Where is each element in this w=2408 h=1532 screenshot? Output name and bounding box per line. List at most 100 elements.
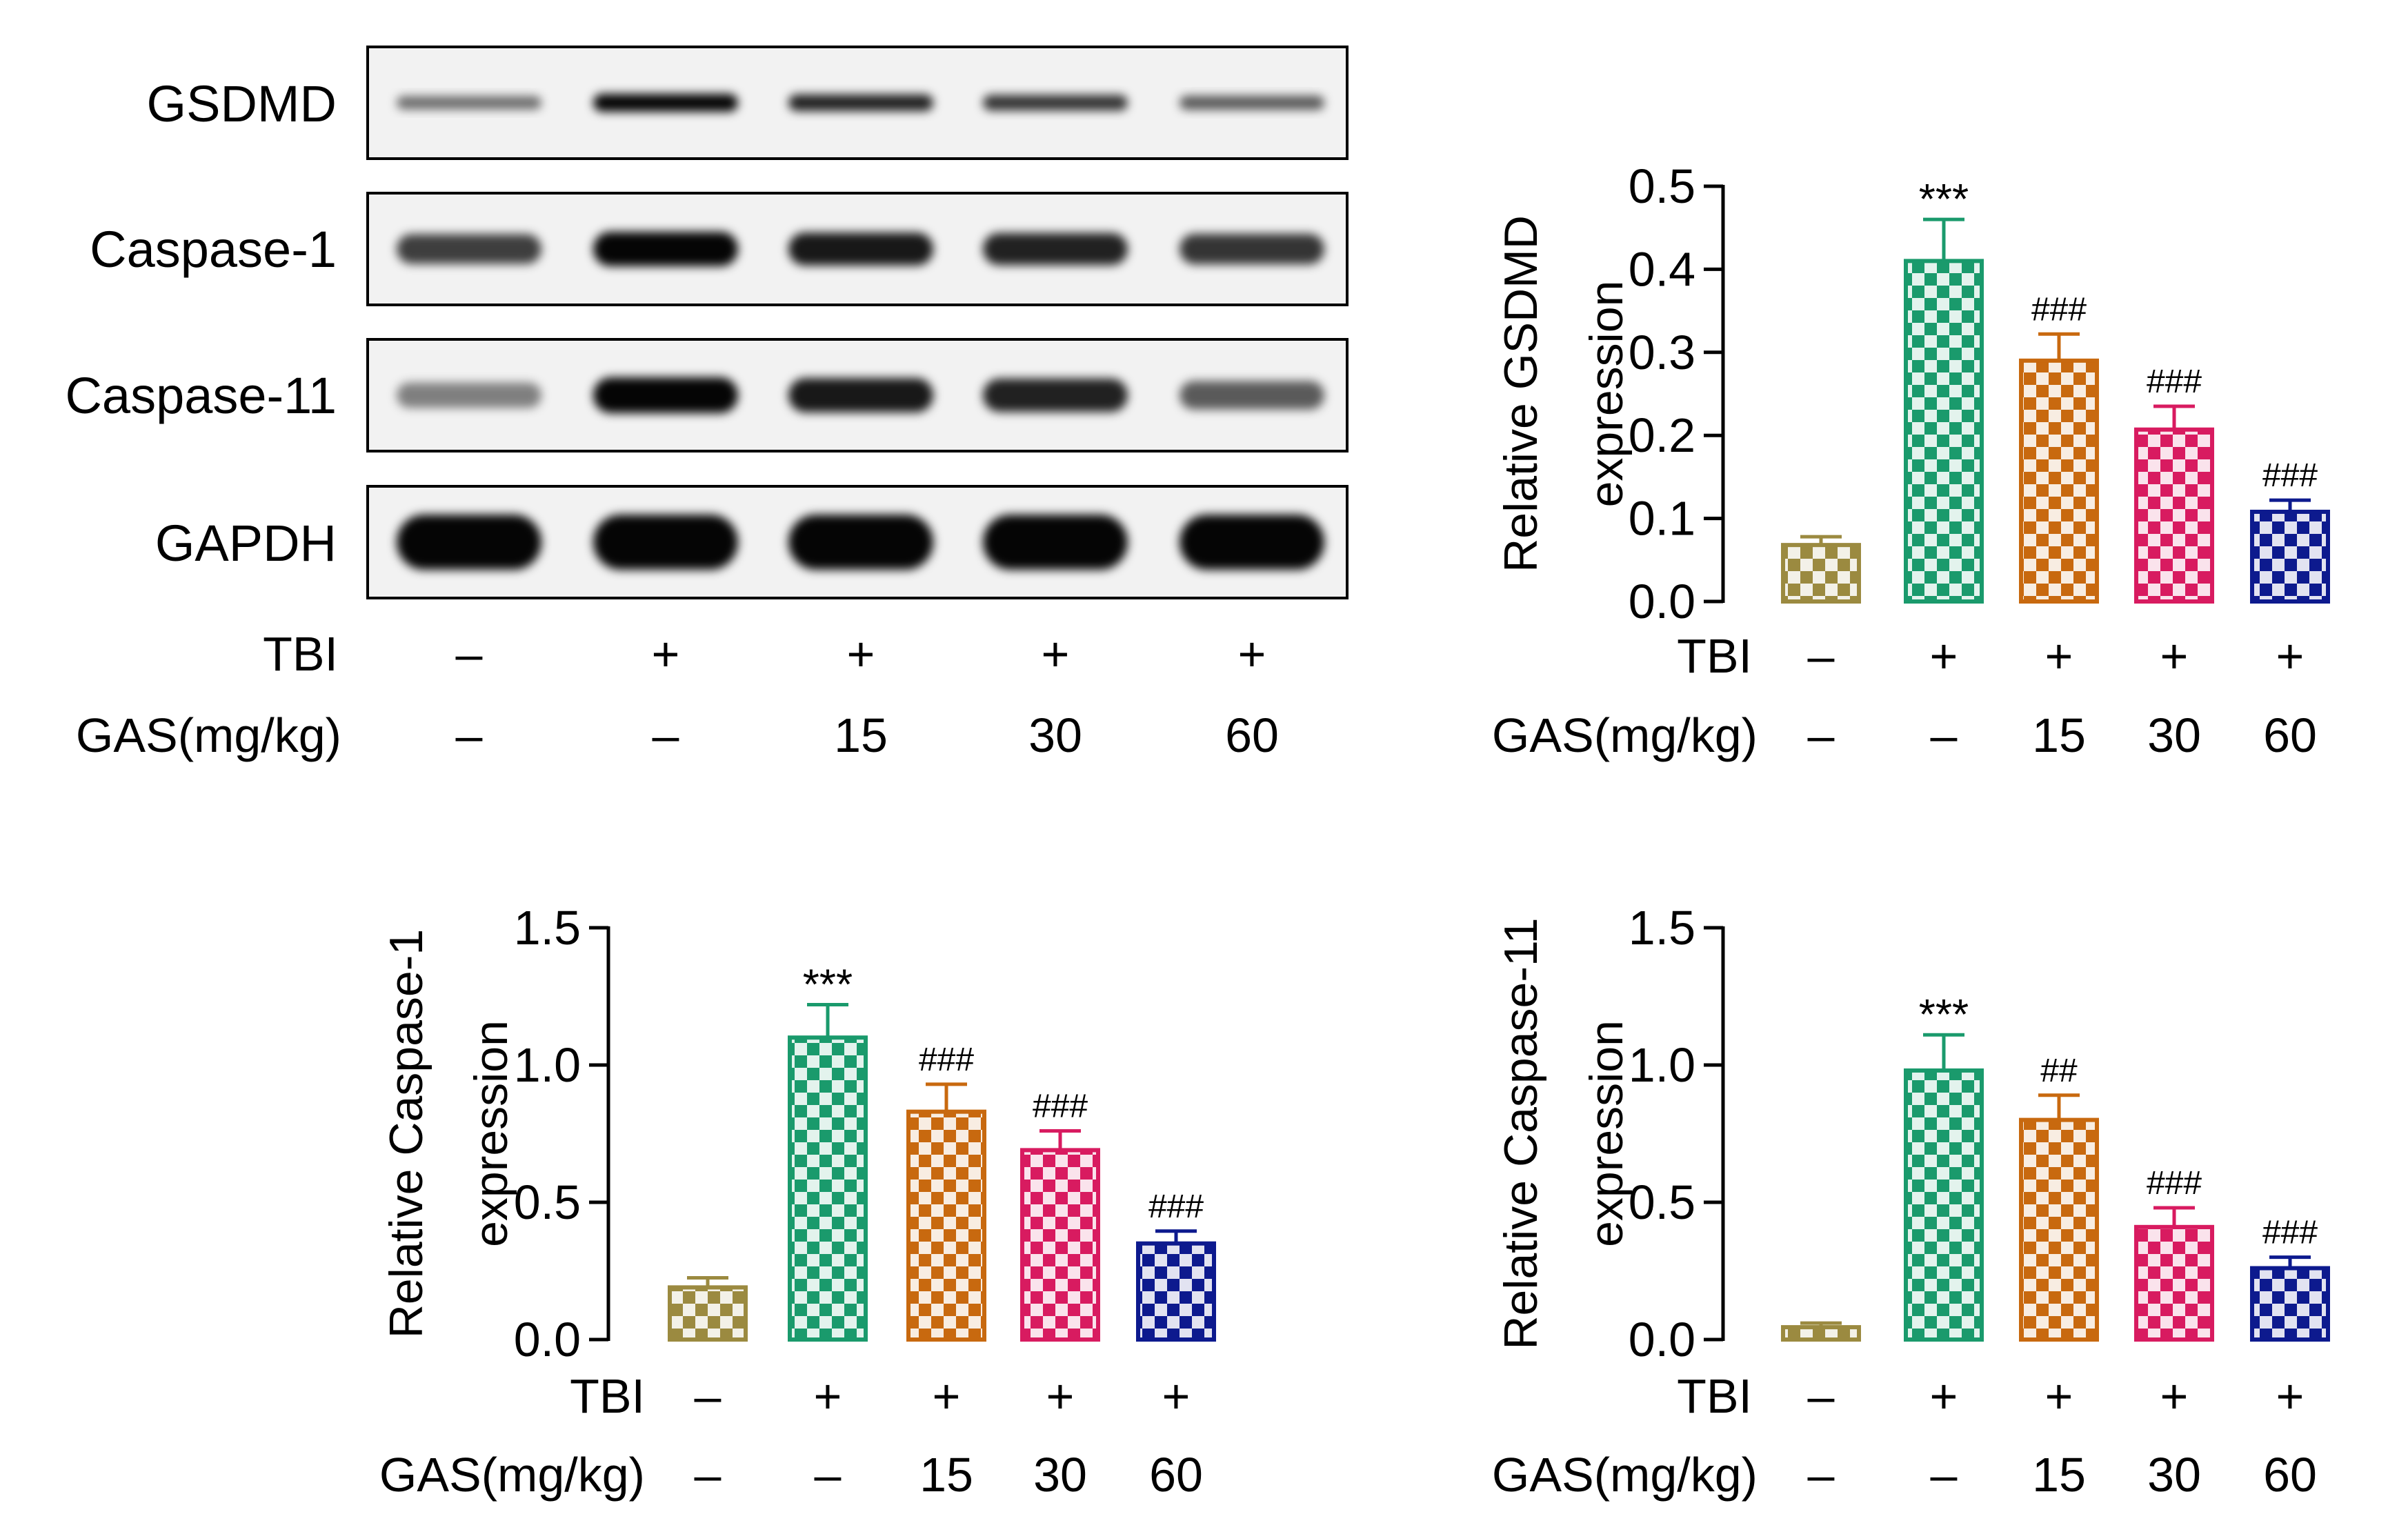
blot-gas-value-3: 30	[1028, 708, 1082, 762]
significance-label-3: ###	[1033, 1088, 1088, 1125]
blot-band-r2-c2	[788, 378, 933, 412]
blot-tbi-value-0: –	[456, 627, 483, 681]
y-axis-title-line-0: Relative Caspase-1	[380, 929, 432, 1338]
significance-label-2: ##	[2040, 1053, 2078, 1089]
bar-outline-2	[2019, 1117, 2099, 1342]
tbi-value-2: +	[2045, 629, 2073, 683]
bar-pattern-2	[2021, 360, 2097, 601]
tbi-value-2: +	[933, 1369, 961, 1423]
bar-outline-1	[1904, 259, 1984, 604]
bar-pattern-1	[1906, 1070, 1982, 1340]
bar-outline-4	[1136, 1241, 1216, 1342]
bar-outline-3	[2134, 427, 2214, 604]
tbi-value-0: –	[695, 1369, 722, 1423]
y-tick-label-1: 0.1	[1629, 492, 1695, 546]
western-blot: GSDMD Caspase-1 Caspase-11 GAPDH TBI GAS…	[65, 46, 1349, 762]
blot-panel-3	[366, 485, 1349, 599]
bar-pattern-4	[2252, 511, 2328, 601]
y-tick-label-3: 1.5	[514, 901, 581, 955]
y-tick-label-0: 0.0	[514, 1313, 581, 1366]
chart-gsdmd: 0.0 0.1 0.2 0.3 0.4 0.5 Relative GSDMD expressi…	[1492, 159, 2330, 762]
blot-band-r3-c4	[1180, 515, 1324, 570]
tbi-value-4: +	[2276, 629, 2305, 683]
tbi-value-1: +	[814, 1369, 842, 1423]
gas-value-3: 30	[2147, 708, 2201, 762]
blot-band-r0-c4	[1180, 95, 1324, 110]
bar-pattern-1	[790, 1037, 866, 1340]
blot-panel-1	[366, 192, 1349, 306]
blot-band-r0-c0	[397, 96, 541, 110]
y-tick-label-0: 0.0	[1629, 1313, 1695, 1366]
y-tick-label-3: 0.3	[1629, 326, 1695, 379]
blot-label-caspase11: Caspase-11	[65, 367, 337, 424]
blot-panels	[366, 46, 1349, 599]
gas-value-3: 30	[1033, 1448, 1087, 1502]
blot-gas-value-2: 15	[834, 708, 888, 762]
blot-band-r0-c3	[983, 94, 1128, 111]
bar-pattern-0	[670, 1287, 746, 1340]
gas-value-3: 30	[2147, 1448, 2201, 1502]
bar-pattern-4	[1138, 1243, 1214, 1340]
tbi-value-3: +	[2160, 1369, 2189, 1423]
blot-band-r3-c3	[983, 515, 1128, 570]
tbi-value-4: +	[2276, 1369, 2305, 1423]
blot-condition-labels: – + + + + – – 15 30 60	[456, 627, 1279, 762]
blot-label-gapdh: GAPDH	[155, 515, 337, 572]
gas-value-0: –	[1808, 708, 1835, 762]
significance-label-4: ###	[1148, 1188, 1204, 1225]
significance-label-2: ###	[2031, 291, 2087, 328]
blot-label-caspase1: Caspase-1	[90, 221, 337, 278]
y-tick-label-1: 0.5	[514, 1175, 581, 1229]
tbi-value-1: +	[1930, 629, 1958, 683]
chart-caspase11: 0.0 0.5 1.0 1.5 Relative Caspase-11 expressio…	[1492, 901, 2330, 1502]
gas-value-4: 60	[1149, 1448, 1203, 1502]
bar-outline-1	[1904, 1068, 1984, 1342]
bar-outline-0	[1781, 1325, 1861, 1342]
tbi-value-3: +	[1046, 1369, 1075, 1423]
bar-pattern-2	[908, 1111, 984, 1340]
y-axis-title-line-1: expression	[465, 1020, 517, 1247]
blot-band-r3-c1	[593, 515, 738, 570]
gas-row-label: GAS(mg/kg)	[379, 1448, 645, 1502]
bar-outline-1	[788, 1035, 868, 1342]
significance-label-4: ###	[2262, 457, 2318, 494]
blot-band-r2-c3	[983, 378, 1128, 412]
bar-outline-0	[1781, 543, 1861, 604]
tbi-value-4: +	[1162, 1369, 1191, 1423]
gas-value-1: –	[1931, 708, 1958, 762]
blot-label-gsdmd-text: GSDMD	[147, 75, 337, 132]
tbi-value-0: –	[1808, 629, 1835, 683]
tbi-value-2: +	[2045, 1369, 2073, 1423]
blot-tbi-value-2: +	[847, 627, 875, 681]
y-axis-title-line-0: Relative GSDMD	[1495, 215, 1547, 573]
bar-pattern-3	[2136, 1226, 2212, 1340]
y-tick-label-2: 1.0	[514, 1038, 581, 1092]
blot-band-r1-c1	[593, 232, 738, 266]
significance-label-3: ###	[2147, 1165, 2202, 1202]
bar-outline-4	[2250, 1266, 2330, 1342]
blot-gas-value-0: –	[456, 708, 483, 762]
blot-band-r2-c1	[593, 377, 738, 413]
bar-pattern-1	[1906, 261, 1982, 601]
gas-value-0: –	[1808, 1448, 1835, 1502]
tbi-row-label: TBI	[1677, 1369, 1752, 1423]
y-axis-title-line-1: expression	[1580, 281, 1633, 508]
blot-label-gsdmd: GSDMD	[147, 75, 337, 132]
tbi-value-0: –	[1808, 1369, 1835, 1423]
bar-pattern-3	[2136, 429, 2212, 601]
significance-label-1: ***	[1919, 991, 1969, 1039]
bar-outline-2	[906, 1109, 986, 1342]
blot-gas-value-4: 60	[1225, 708, 1279, 762]
gas-value-2: 15	[2032, 1448, 2086, 1502]
y-tick-label-5: 0.5	[1629, 159, 1695, 213]
blot-tbi-label: TBI	[263, 627, 338, 681]
y-axis-title-line-0: Relative Caspase-11	[1495, 917, 1547, 1349]
blot-tbi-value-3: +	[1042, 627, 1070, 681]
bar-pattern-4	[2252, 1268, 2328, 1340]
blot-band-r2-c4	[1180, 381, 1324, 410]
chart-caspase1: 0.0 0.5 1.0 1.5 Relative Caspase-1 expression…	[379, 901, 1216, 1502]
blot-band-r1-c0	[397, 234, 541, 264]
blot-band-r0-c2	[788, 94, 933, 112]
bar-pattern-2	[2021, 1120, 2097, 1340]
gas-value-1: –	[1931, 1448, 1958, 1502]
